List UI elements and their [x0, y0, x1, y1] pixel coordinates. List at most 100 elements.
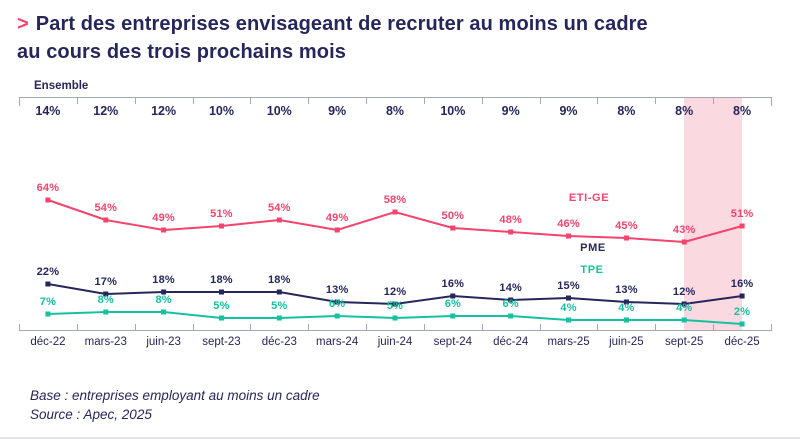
data-point-marker [161, 309, 167, 315]
ensemble-value: 9% [501, 104, 520, 118]
data-point-marker [45, 197, 51, 203]
x-axis-tick [366, 324, 367, 331]
x-tick-label: sept-23 [202, 336, 241, 348]
data-point-label: 14% [499, 282, 522, 294]
x-axis-tick [135, 324, 136, 331]
data-point-label: 50% [441, 210, 465, 222]
title-arrow-icon: > [17, 13, 29, 35]
data-point-marker [103, 309, 109, 315]
base-note: Base : entreprises employant au moins un… [30, 388, 320, 403]
x-tick-label: déc-25 [724, 336, 760, 348]
data-point-marker [450, 225, 456, 231]
x-axis-tick [250, 324, 251, 331]
data-point-marker [276, 217, 282, 223]
ensemble-tick [77, 97, 78, 104]
title-line2: au cours des trois prochains mois [17, 41, 346, 63]
data-point-marker [450, 313, 456, 319]
x-tick-label: déc-24 [493, 336, 529, 348]
x-tick-label: juin-25 [609, 336, 644, 348]
data-point-label: 22% [36, 266, 60, 278]
ensemble-tick [424, 97, 425, 104]
ensemble-value: 8% [675, 104, 694, 118]
data-point-label: 48% [499, 214, 522, 226]
x-tick-label: mars-24 [316, 336, 359, 348]
data-point-marker [334, 227, 340, 233]
data-point-label: 4% [676, 302, 693, 314]
data-point-label: 16% [441, 278, 465, 290]
data-point-marker [508, 229, 514, 235]
data-point-marker [45, 281, 51, 287]
data-point-label: 51% [210, 208, 233, 220]
ensemble-value: 10% [208, 104, 234, 118]
ensemble-top-rule [19, 97, 771, 98]
data-point-marker [566, 233, 571, 239]
ensemble-tick [655, 97, 656, 104]
x-axis-tick [77, 324, 78, 331]
data-point-label: 51% [730, 208, 754, 220]
data-point-label: 13% [325, 284, 349, 296]
ensemble-value: 9% [559, 104, 578, 118]
data-point-label: 5% [386, 300, 404, 312]
data-point-label: 49% [325, 212, 349, 224]
data-point-label: 43% [672, 224, 696, 236]
data-point-label: 45% [615, 220, 638, 232]
x-tick-label: déc-22 [30, 336, 66, 348]
ensemble-tick [135, 97, 136, 104]
x-axis-tick [482, 324, 483, 331]
x-tick-label: sept-25 [665, 336, 704, 348]
ensemble-value: 10% [266, 104, 292, 118]
ensemble-tick [713, 97, 714, 104]
x-tick-label: sept-24 [433, 336, 473, 348]
data-point-label: 13% [615, 284, 638, 296]
x-axis-tick [540, 324, 541, 331]
x-axis-tick [597, 324, 598, 331]
x-tick-label: déc-23 [261, 336, 297, 348]
data-point-marker [392, 315, 398, 321]
x-tick-label: juin-24 [377, 336, 413, 348]
ensemble-tick [540, 97, 541, 104]
x-axis-tick [308, 324, 309, 331]
x-axis-tick [424, 324, 425, 331]
data-point-label: 54% [94, 202, 118, 214]
x-tick-label: mars-25 [547, 336, 590, 348]
data-point-label: 58% [383, 194, 407, 206]
ensemble-tick [366, 97, 367, 104]
source-note: Source : Apec, 2025 [30, 407, 152, 422]
data-point-marker [276, 289, 282, 295]
data-point-marker [566, 317, 571, 323]
ensemble-value: 10% [440, 104, 466, 118]
x-axis-rule [19, 330, 771, 331]
data-point-label: 16% [730, 278, 754, 290]
ensemble-value: 12% [151, 104, 177, 118]
data-point-marker [219, 315, 224, 321]
data-point-label: 17% [94, 276, 118, 288]
data-point-label: 6% [328, 298, 346, 310]
bottom-divider [0, 437, 800, 439]
data-point-label: 12% [672, 286, 696, 298]
legend-label-tpe: TPE [580, 264, 604, 276]
x-axis-tick [655, 324, 656, 331]
data-point-marker [508, 313, 514, 319]
ensemble-end-tick [771, 97, 772, 106]
page-title: > Part des entreprises envisageant de rec… [17, 10, 777, 66]
ensemble-end-tick [19, 97, 20, 106]
data-point-label: 18% [267, 274, 291, 286]
x-tick-label: mars-23 [84, 336, 127, 348]
data-point-label: 49% [152, 212, 175, 224]
data-point-label: 6% [502, 298, 519, 310]
data-point-marker [103, 217, 109, 223]
title-line1: Part des entreprises envisageant de recr… [35, 13, 648, 35]
footnotes: Base : entreprises employant au moins un… [30, 386, 320, 424]
data-point-marker [623, 235, 629, 241]
ensemble-tick [308, 97, 309, 104]
data-point-label: 8% [97, 294, 114, 306]
data-point-label: 8% [155, 294, 172, 306]
data-point-marker [276, 315, 282, 321]
data-point-label: 64% [36, 182, 60, 194]
data-point-label: 2% [733, 306, 751, 318]
ensemble-value: 12% [93, 104, 119, 118]
data-point-marker [161, 227, 167, 233]
